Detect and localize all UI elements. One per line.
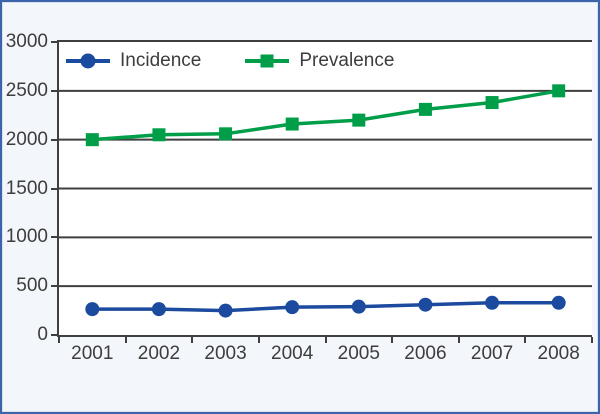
incidence-point-2002 [151,302,166,317]
y-axis-label-3000: 3000 [5,31,48,52]
x-tick [524,337,527,343]
prevalence-point-2002 [152,128,166,142]
y-tick [51,41,57,43]
prevalence-point-2007 [485,96,499,110]
incidence-point-2005 [351,299,366,314]
prevalence-point-2001 [85,133,99,147]
x-axis-label-2007: 2007 [470,343,514,364]
y-tick [51,285,57,288]
incidence-line [92,301,559,313]
plot-area: Incidence Prevalence [57,40,592,337]
incidence-point-2007 [485,295,500,310]
legend: Incidence Prevalence [66,48,394,74]
prevalence-point-2003 [219,127,233,141]
legend-item-prevalence: Prevalence [245,50,394,72]
prevalence-point-2006 [418,102,432,116]
x-axis-label-2008: 2008 [537,343,580,364]
x-tick [58,337,60,343]
x-tick [324,337,327,343]
chart-svg [59,84,592,318]
incidence-point-2008 [551,295,566,310]
y-axis-label-500: 500 [16,275,48,297]
y-axis-label-2000: 2000 [5,128,48,150]
prevalence-point-2004 [285,117,299,131]
x-tick [457,337,460,343]
x-tick [191,337,194,343]
y-axis-label-2500: 2500 [5,79,48,101]
x-axis-label-2005: 2005 [337,343,380,364]
x-axis-label-2002: 2002 [137,343,181,364]
y-axis-label-1500: 1500 [5,177,48,199]
incidence-point-2001 [85,302,100,317]
x-tick [591,337,593,343]
prevalence-point-2005 [352,113,366,127]
prevalence-point-2008 [552,84,566,98]
x-axis-label-2001: 2001 [71,343,114,364]
incidence-point-2004 [285,300,300,315]
y-tick [51,138,57,141]
legend-label-prevalence: Prevalence [299,50,395,71]
y-tick [51,187,57,190]
x-axis-label-2006: 2006 [404,343,447,364]
legend-item-incidence: Incidence [66,50,201,72]
y-tick [51,89,57,92]
x-tick [257,337,260,343]
x-tick [124,337,127,343]
y-tick [51,334,57,336]
legend-label-incidence: Incidence [120,50,202,71]
prevalence-line-square-icon [245,53,290,69]
x-axis-label-2004: 2004 [271,343,314,364]
incidence-point-2006 [418,297,433,312]
x-tick [391,337,394,343]
x-axis-label-2003: 2003 [204,343,247,364]
incidence-point-2003 [218,303,233,318]
incidence-line-circle-icon [66,53,110,69]
y-axis-label-0: 0 [37,324,48,345]
prevalence-line [92,89,559,142]
y-tick [51,236,57,239]
y-axis-label-1000: 1000 [5,226,48,248]
